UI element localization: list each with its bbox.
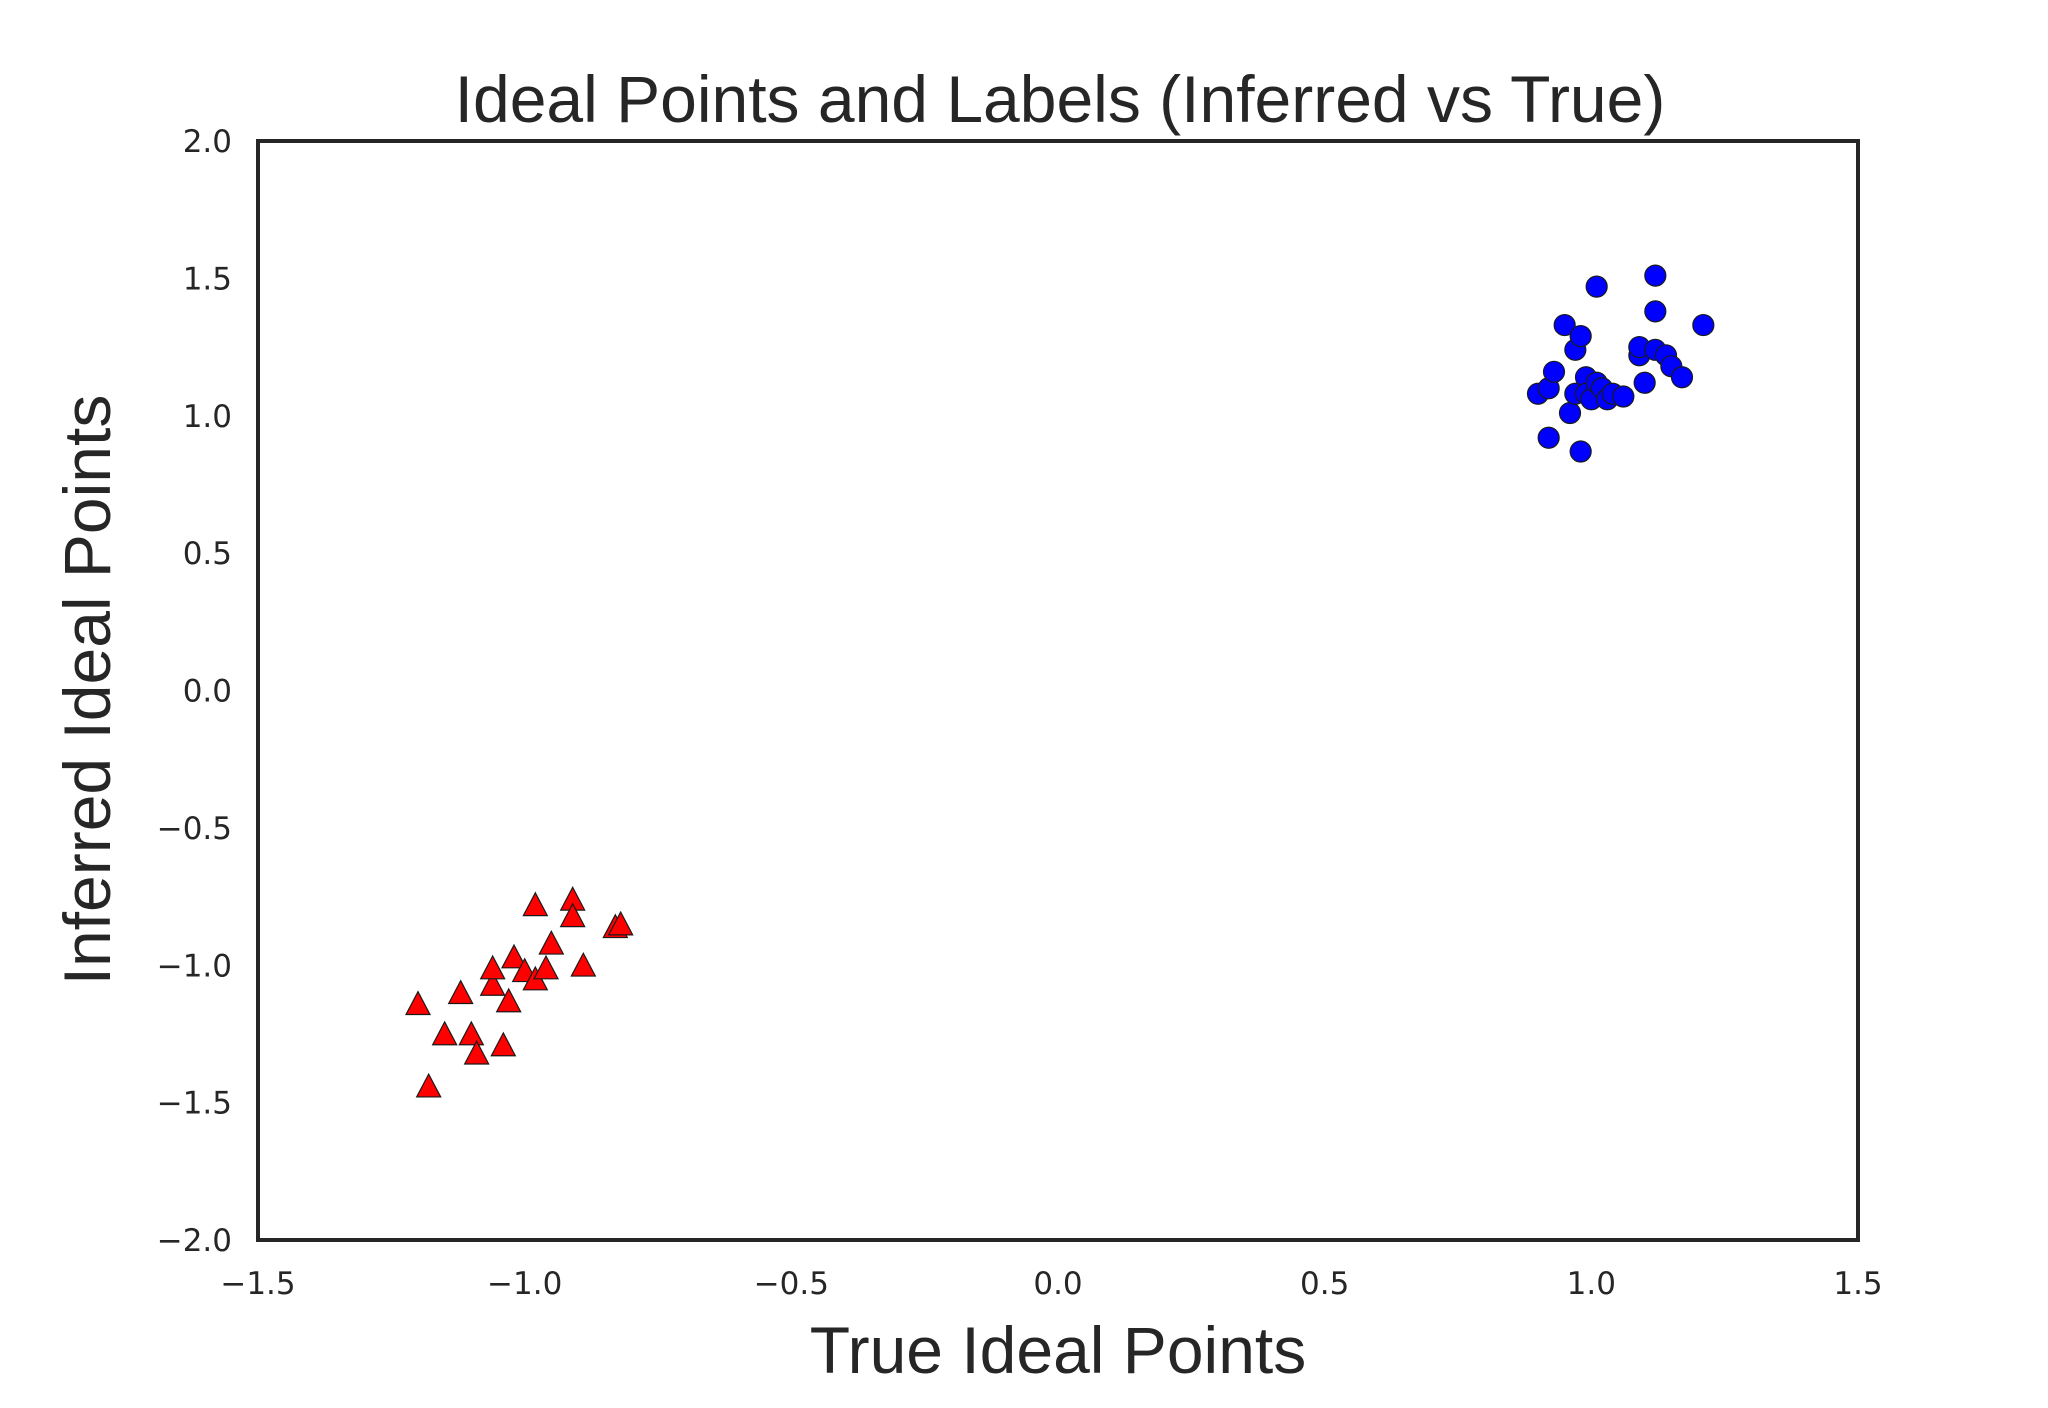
triangle-point xyxy=(479,954,506,980)
y-axis-label: Inferred Ideal Points xyxy=(50,395,124,986)
y-tick-label: 2.0 xyxy=(183,124,232,160)
circle-point xyxy=(1569,324,1592,348)
y-tick-label: −1.0 xyxy=(157,948,232,984)
x-tick-label: −1.0 xyxy=(487,1266,562,1302)
triangle-point xyxy=(447,979,474,1005)
triangle-point xyxy=(495,987,522,1013)
y-tick-label: −0.5 xyxy=(157,811,232,847)
x-axis-label: True Ideal Points xyxy=(810,1313,1306,1387)
triangle-point xyxy=(501,943,527,969)
chart-title: Ideal Points and Labels (Inferred vs Tru… xyxy=(455,62,1666,136)
plot-frame xyxy=(256,139,1860,1242)
y-tick-label: 0.5 xyxy=(183,536,232,572)
circle-point xyxy=(1633,371,1656,394)
circle-point xyxy=(1644,300,1667,323)
triangle-point xyxy=(559,902,586,928)
circle-point xyxy=(1569,440,1592,463)
circle-point xyxy=(1558,401,1582,425)
triangle-point xyxy=(570,951,597,977)
x-axis-ticks: −1.5 −1.0 −0.5 0.0 0.5 1.0 1.5 xyxy=(220,1266,1882,1302)
y-tick-label: −2.0 xyxy=(157,1223,232,1259)
y-tick-label: 0.0 xyxy=(183,674,232,710)
y-tick-label: −1.5 xyxy=(157,1086,232,1122)
x-tick-label: 1.5 xyxy=(1833,1266,1882,1302)
x-tick-label: 1.0 xyxy=(1567,1266,1616,1302)
y-tick-label: 1.5 xyxy=(183,261,232,297)
circle-point xyxy=(1670,366,1694,389)
circle-point xyxy=(1644,264,1667,287)
triangle-point xyxy=(415,1072,442,1098)
triangle-point xyxy=(533,954,559,980)
circle-point xyxy=(1585,275,1608,298)
circle-point xyxy=(1612,385,1635,408)
x-tick-label: −0.5 xyxy=(754,1266,829,1302)
circle-point xyxy=(1542,360,1566,383)
triangle-point xyxy=(479,971,506,996)
x-tick-label: 0.5 xyxy=(1300,1266,1349,1302)
circle-point xyxy=(1553,313,1576,337)
x-tick-label: 0.0 xyxy=(1033,1266,1082,1302)
triangle-point xyxy=(490,1031,517,1057)
triangle-point xyxy=(463,1039,490,1065)
y-axis-ticks: 2.0 1.5 1.0 0.5 0.0 −0.5 −1.0 −1.5 −2.0 xyxy=(157,124,232,1259)
plot-points xyxy=(405,264,1715,1098)
triangle-point xyxy=(431,1020,458,1046)
y-tick-label: 1.0 xyxy=(183,399,232,435)
triangle-point xyxy=(607,910,634,936)
triangle-point xyxy=(538,929,565,955)
circle-point xyxy=(1692,313,1715,337)
circle-point xyxy=(1537,426,1560,449)
triangle-point xyxy=(458,1020,485,1046)
triangle-point xyxy=(405,990,431,1016)
x-tick-label: −1.5 xyxy=(220,1266,295,1302)
triangle-point xyxy=(522,891,549,917)
